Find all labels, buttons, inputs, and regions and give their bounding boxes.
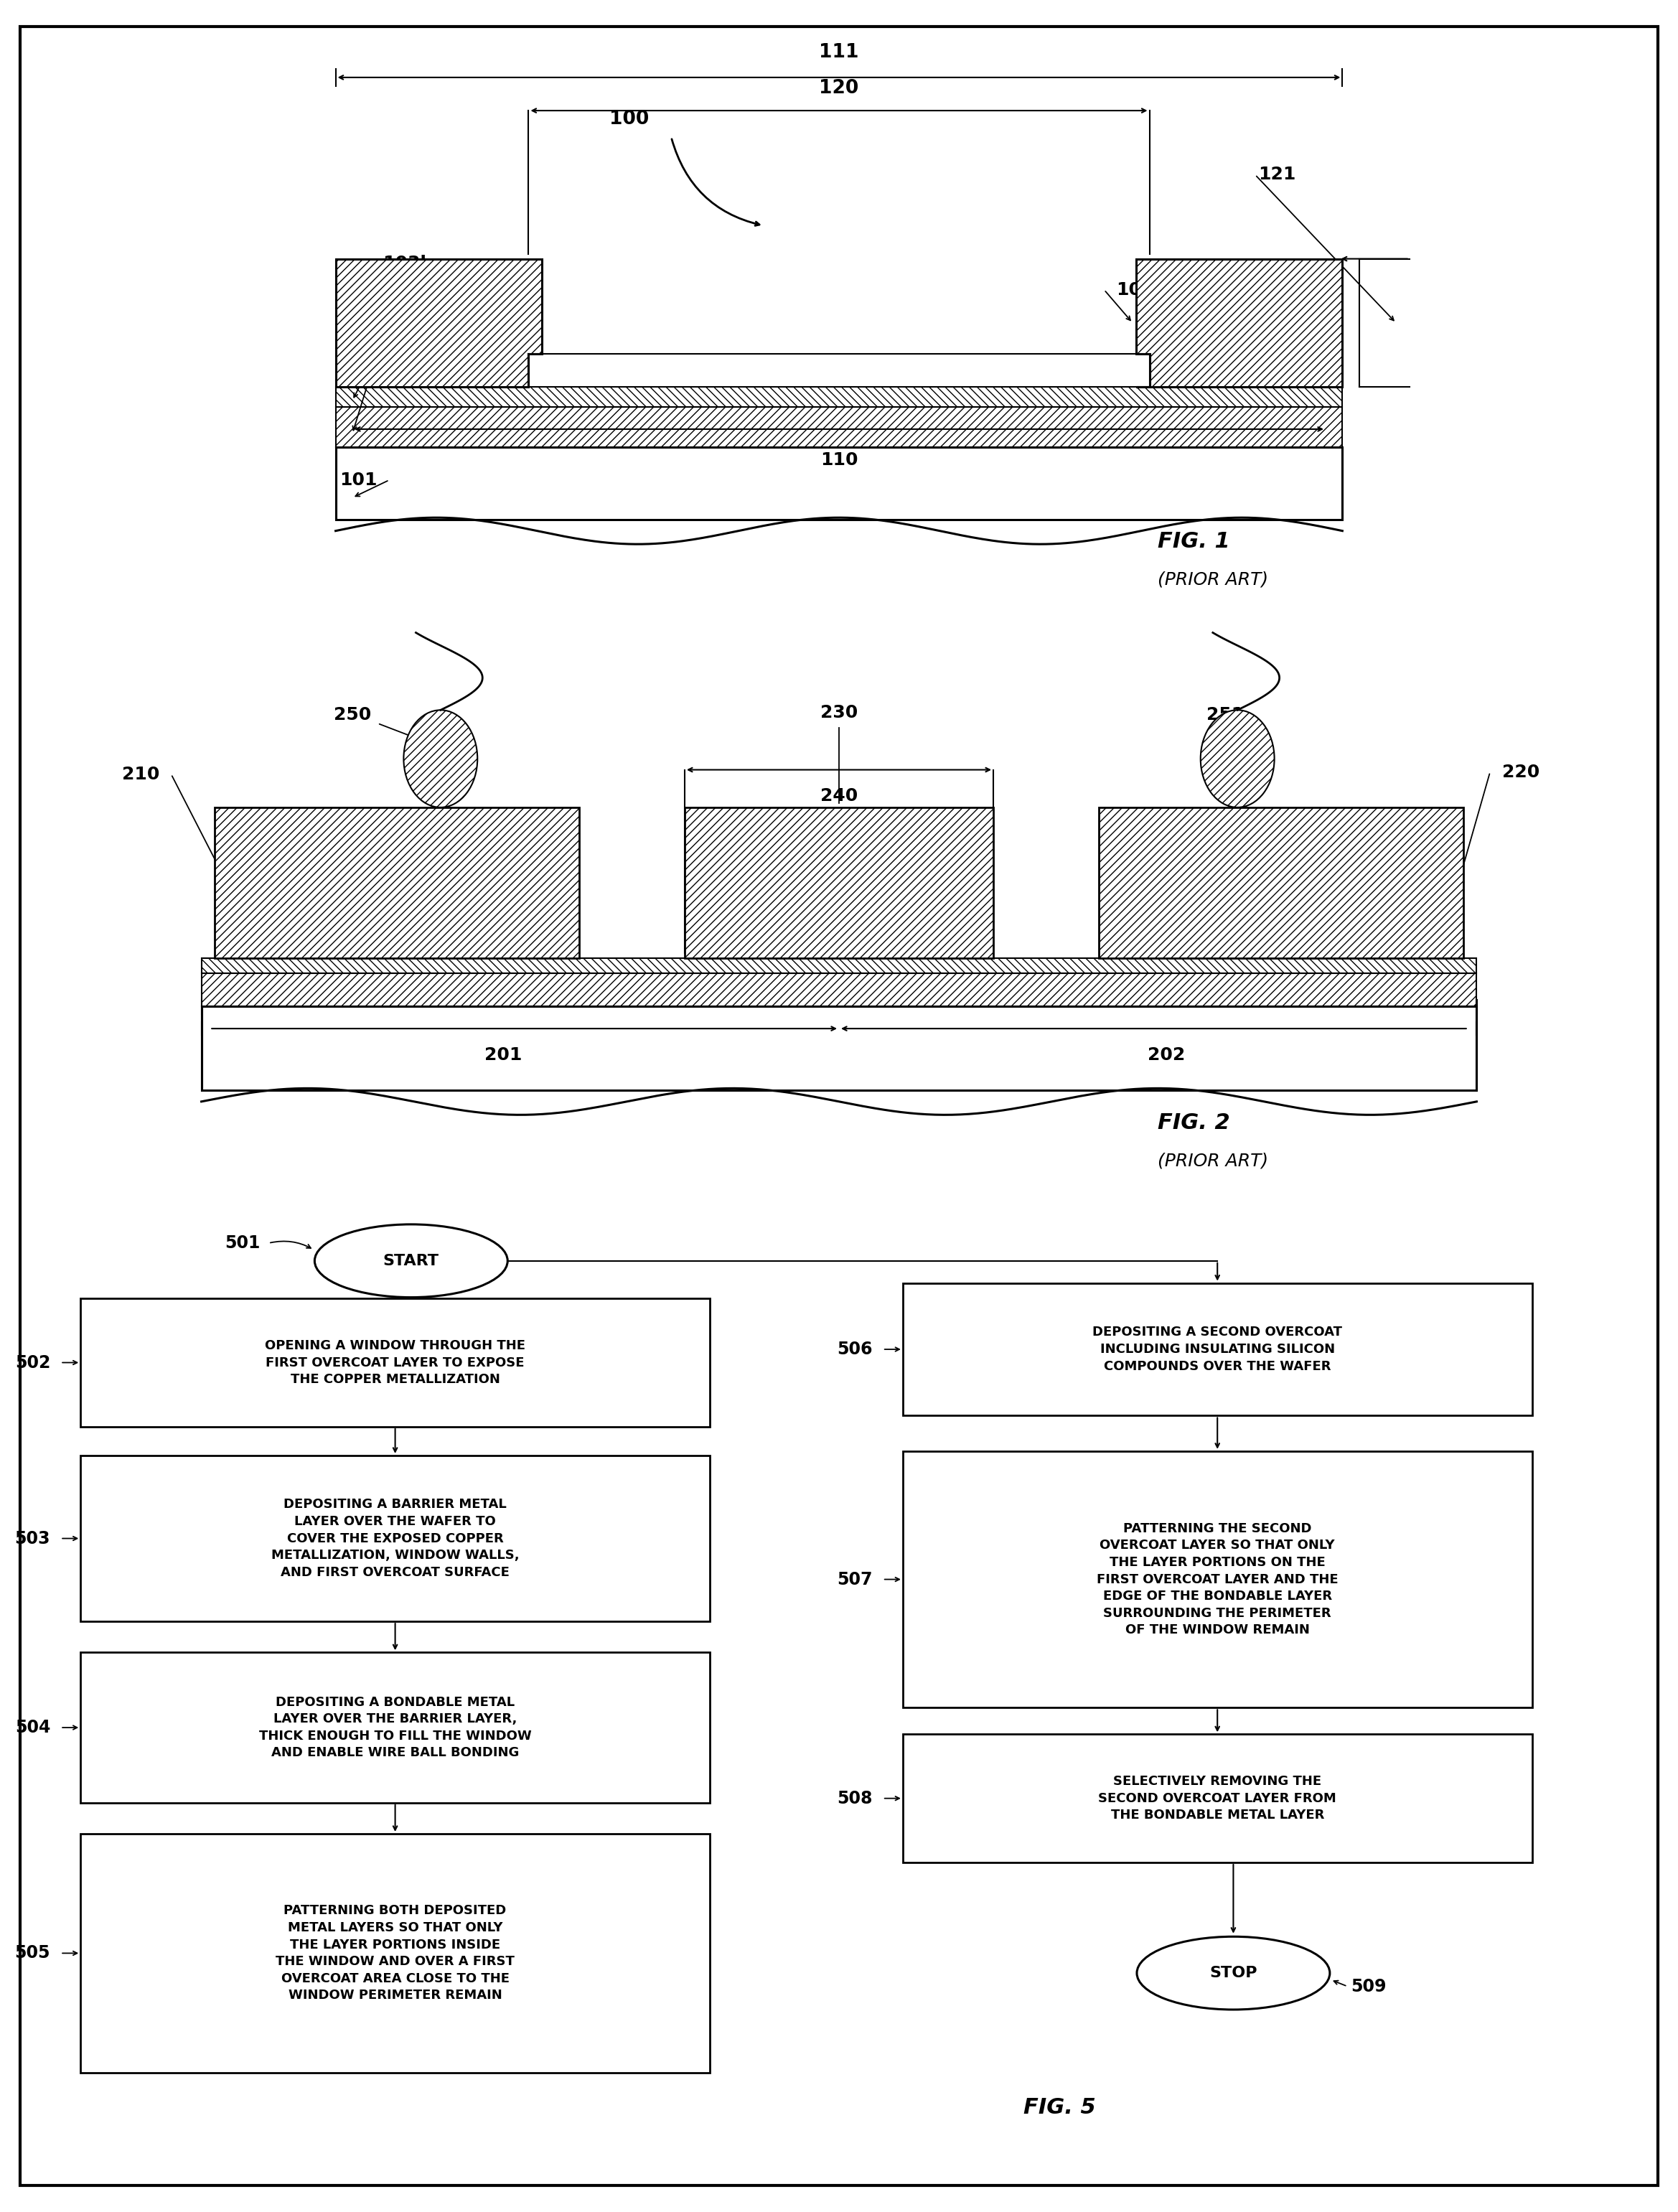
Text: 110: 110: [821, 451, 857, 469]
Text: 101: 101: [341, 471, 378, 489]
Text: 121: 121: [1258, 166, 1295, 184]
Bar: [201, 1000, 1477, 1013]
Text: 501: 501: [225, 1234, 260, 1252]
Bar: [903, 1283, 1532, 1416]
Ellipse shape: [314, 1225, 507, 1296]
Text: 504: 504: [15, 1719, 50, 1736]
Text: 230: 230: [821, 703, 857, 721]
Text: 103b: 103b: [383, 254, 433, 272]
Bar: [81, 1298, 710, 1427]
Bar: [81, 1834, 710, 2073]
Text: 100: 100: [609, 111, 649, 128]
Bar: [336, 407, 1342, 447]
Text: OPENING A WINDOW THROUGH THE
FIRST OVERCOAT LAYER TO EXPOSE
THE COPPER METALLIZA: OPENING A WINDOW THROUGH THE FIRST OVERC…: [265, 1338, 525, 1387]
Text: 508: 508: [837, 1790, 873, 1807]
Bar: [201, 973, 1477, 1006]
Text: (PRIOR ART): (PRIOR ART): [1158, 1152, 1269, 1170]
Polygon shape: [215, 807, 579, 958]
Text: 201: 201: [485, 1046, 522, 1064]
Text: 503: 503: [15, 1531, 50, 1546]
Text: 111: 111: [819, 44, 859, 62]
Bar: [903, 1734, 1532, 1863]
Bar: [336, 447, 1342, 520]
Text: 507: 507: [837, 1571, 873, 1588]
Bar: [201, 958, 1477, 973]
Polygon shape: [336, 259, 542, 387]
Text: 210: 210: [122, 765, 159, 783]
Text: 502: 502: [15, 1354, 50, 1371]
Text: DEPOSITING A SECOND OVERCOAT
INCLUDING INSULATING SILICON
COMPOUNDS OVER THE WAF: DEPOSITING A SECOND OVERCOAT INCLUDING I…: [1092, 1325, 1342, 1374]
Bar: [903, 1451, 1532, 1708]
Bar: [336, 387, 1342, 407]
Text: 104: 104: [361, 281, 398, 299]
Text: 220: 220: [1502, 763, 1539, 781]
Polygon shape: [1136, 259, 1342, 387]
Text: 103a: 103a: [1116, 281, 1166, 299]
Text: 120: 120: [819, 80, 859, 97]
Bar: [81, 1652, 710, 1803]
Text: 240: 240: [821, 787, 857, 805]
Text: (PRIOR ART): (PRIOR ART): [1158, 571, 1269, 588]
Circle shape: [1200, 710, 1274, 807]
Bar: [201, 1006, 1477, 1091]
Text: 251: 251: [1206, 706, 1243, 723]
Polygon shape: [1099, 807, 1463, 958]
Text: 250: 250: [334, 706, 371, 723]
Text: PATTERNING THE SECOND
OVERCOAT LAYER SO THAT ONLY
THE LAYER PORTIONS ON THE
FIRS: PATTERNING THE SECOND OVERCOAT LAYER SO …: [1097, 1522, 1337, 1637]
Text: 202: 202: [1148, 1046, 1185, 1064]
Ellipse shape: [1138, 1938, 1329, 2008]
Text: FIG. 1: FIG. 1: [1158, 531, 1230, 551]
Text: 102: 102: [341, 305, 378, 323]
Text: START: START: [383, 1254, 440, 1267]
Text: 505: 505: [15, 1944, 50, 1962]
Polygon shape: [685, 807, 993, 958]
Text: FIG. 2: FIG. 2: [1158, 1113, 1230, 1133]
Text: 506: 506: [837, 1340, 873, 1358]
Text: SELECTIVELY REMOVING THE
SECOND OVERCOAT LAYER FROM
THE BONDABLE METAL LAYER: SELECTIVELY REMOVING THE SECOND OVERCOAT…: [1099, 1774, 1336, 1823]
Text: PATTERNING BOTH DEPOSITED
METAL LAYERS SO THAT ONLY
THE LAYER PORTIONS INSIDE
TH: PATTERNING BOTH DEPOSITED METAL LAYERS S…: [275, 1905, 515, 2002]
Text: STOP: STOP: [1210, 1966, 1257, 1980]
Bar: [81, 1455, 710, 1621]
Circle shape: [404, 710, 478, 807]
Text: 509: 509: [1351, 1978, 1386, 1995]
Text: FIG. 5: FIG. 5: [1024, 2097, 1096, 2117]
Text: DEPOSITING A BARRIER METAL
LAYER OVER THE WAFER TO
COVER THE EXPOSED COPPER
META: DEPOSITING A BARRIER METAL LAYER OVER TH…: [272, 1498, 519, 1579]
Text: DEPOSITING A BONDABLE METAL
LAYER OVER THE BARRIER LAYER,
THICK ENOUGH TO FILL T: DEPOSITING A BONDABLE METAL LAYER OVER T…: [258, 1697, 532, 1759]
